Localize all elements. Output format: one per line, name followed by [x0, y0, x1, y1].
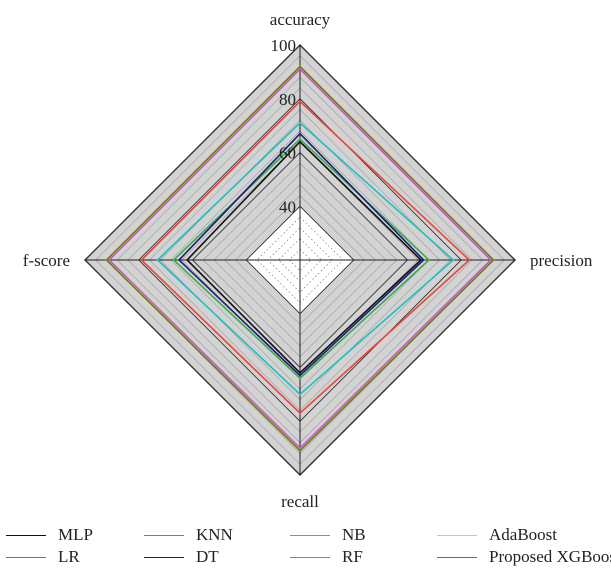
- series-lr: [140, 100, 471, 415]
- legend-swatch: [437, 534, 477, 536]
- radar-tick-labels: 40 60 80 100: [271, 36, 297, 216]
- series-rf: [108, 68, 492, 450]
- legend-label: KNN: [196, 525, 233, 544]
- grid-ring-36: [256, 216, 344, 304]
- legend-item-knn: KNN: [144, 524, 233, 546]
- legend-item-nb: NB: [290, 524, 366, 546]
- legend-label: DT: [196, 547, 219, 566]
- legend-label: AdaBoost: [489, 525, 557, 544]
- series-mlp: [186, 140, 423, 374]
- legend-label: MLP: [58, 525, 93, 544]
- legend-swatch: [290, 534, 330, 536]
- series-knn: [172, 137, 431, 380]
- legend-swatch: [290, 556, 330, 558]
- legend-item-lr: LR: [6, 546, 80, 568]
- tick-label-80: 80: [279, 90, 296, 109]
- legend-swatch: [6, 556, 46, 558]
- axis-label-precision: precision: [530, 251, 593, 270]
- legend-swatch: [144, 534, 184, 536]
- radar-chart: 40 60 80 100 accuracy precision recall f-score: [23, 10, 593, 511]
- series-nb: [156, 121, 455, 396]
- legend-item-rf: RF: [290, 546, 363, 568]
- legend-swatch: [144, 556, 184, 558]
- legend-item-dt: DT: [144, 546, 219, 568]
- radar-axes: [85, 45, 515, 475]
- tick-label-100: 100: [271, 36, 297, 55]
- series-proposed-xgboost: [105, 65, 495, 452]
- legend-label: Proposed XGBoost: [489, 547, 611, 566]
- radar-series-group: [105, 65, 495, 452]
- axis-label-recall: recall: [281, 492, 319, 511]
- legend-label: NB: [342, 525, 366, 544]
- legend-item-mlp: MLP: [6, 524, 93, 546]
- legend-item-proposed-xgboost: Proposed XGBoost: [437, 546, 611, 568]
- legend-swatch: [6, 534, 46, 536]
- axis-label-accuracy: accuracy: [270, 10, 331, 29]
- axis-label-f-score: f-score: [23, 251, 70, 270]
- legend-item-adaboost: AdaBoost: [437, 524, 557, 546]
- legend-label: RF: [342, 547, 363, 566]
- radar-axis-labels: accuracy precision recall f-score: [23, 10, 593, 511]
- series-dt: [177, 132, 425, 377]
- legend-label: LR: [58, 547, 80, 566]
- chart-legend: MLP LR KNN DT NB RF AdaBoost Proposed XGBoost: [0, 521, 611, 573]
- tick-label-40: 40: [279, 197, 296, 216]
- legend-swatch: [437, 556, 477, 558]
- grid-ring-32: [267, 227, 333, 293]
- tick-label-60: 60: [279, 144, 296, 163]
